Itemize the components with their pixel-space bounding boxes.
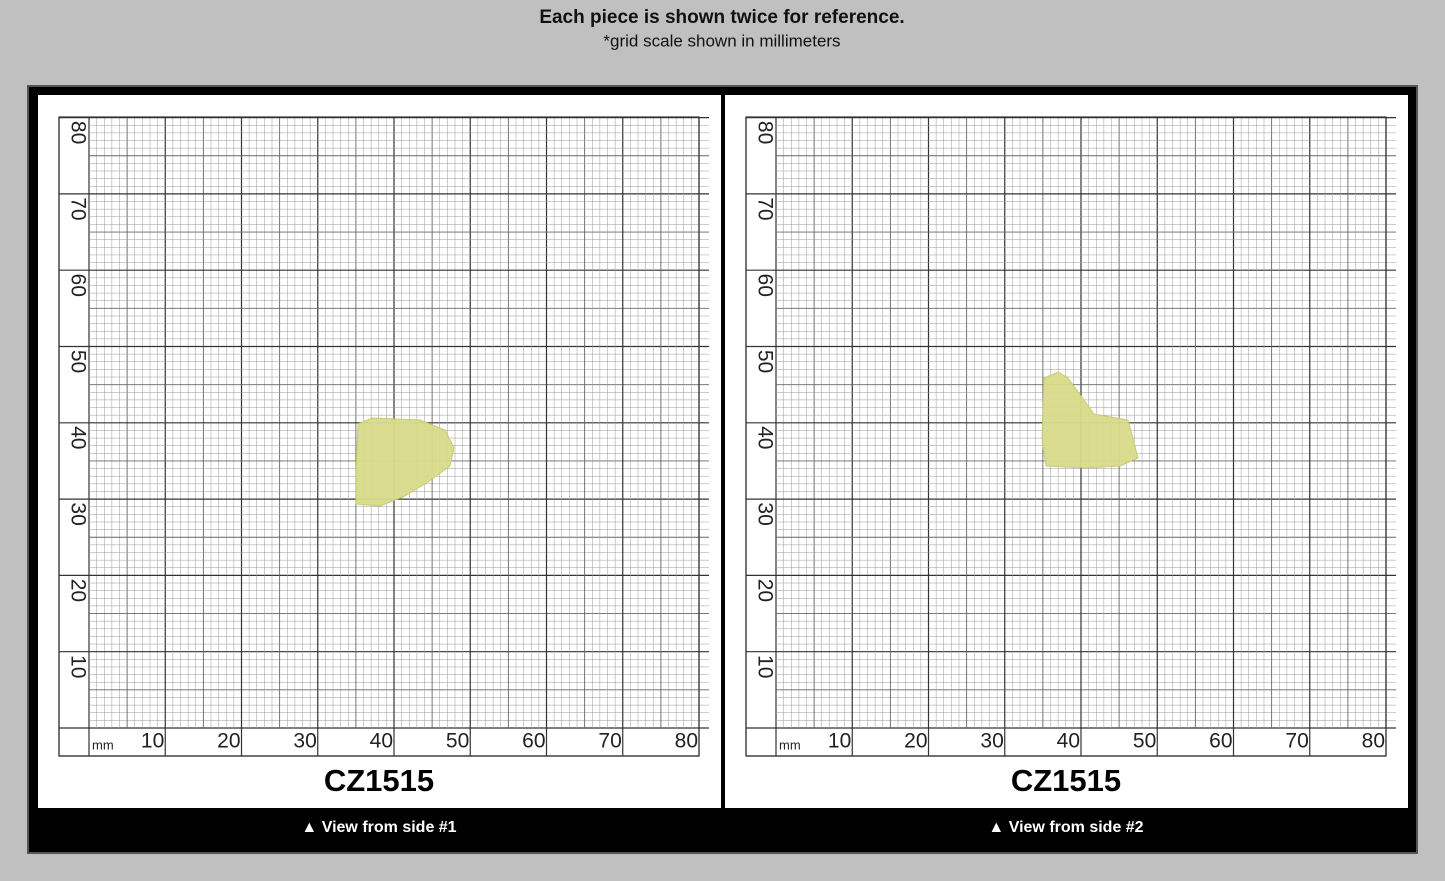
x-scale-label: 30 xyxy=(293,730,316,753)
y-scale-label: 70 xyxy=(753,197,776,220)
header-subtitle: *grid scale shown in millimeters xyxy=(603,31,840,50)
piece-label: CZ1515 xyxy=(1011,763,1121,798)
x-scale-label: 50 xyxy=(1133,730,1156,753)
grid-paper xyxy=(58,116,709,757)
y-scale-label: 10 xyxy=(753,655,776,678)
x-scale-label: 60 xyxy=(1209,730,1232,753)
x-scale-label: 20 xyxy=(217,730,240,753)
view-caption: ▲ View from side #1 xyxy=(301,819,456,836)
header-title: Each piece is shown twice for reference. xyxy=(539,7,904,28)
y-scale-label: 50 xyxy=(66,350,89,373)
x-scale-unit: mm xyxy=(92,737,114,752)
y-scale-label: 20 xyxy=(66,579,89,602)
panel: 80 70 60 50 40 30 20 10 mm 10 20 30 40 50 60 70 80 CZ1515… xyxy=(725,95,1408,836)
x-scale-label: 80 xyxy=(675,730,698,753)
y-scale-label: 70 xyxy=(66,197,89,220)
x-scale-label: 60 xyxy=(522,730,545,753)
x-scale-label: 40 xyxy=(1057,730,1080,753)
x-scale-label: 50 xyxy=(446,730,469,753)
x-scale-label: 10 xyxy=(828,730,851,753)
x-scale-label: 70 xyxy=(598,730,621,753)
x-scale-unit: mm xyxy=(779,737,801,752)
panel: 80 70 60 50 40 30 20 10 mm 10 20 30 40 50 60 70 80 CZ1515… xyxy=(38,95,721,836)
y-scale-label: 80 xyxy=(753,121,776,144)
y-scale-label: 80 xyxy=(66,121,89,144)
x-scale-label: 20 xyxy=(904,730,927,753)
y-scale-label: 40 xyxy=(66,426,89,449)
piece-label: CZ1515 xyxy=(324,763,434,798)
crystal xyxy=(1041,371,1139,469)
view-caption: ▲ View from side #2 xyxy=(988,819,1143,836)
y-scale-label: 10 xyxy=(66,655,89,678)
x-scale-label: 10 xyxy=(141,730,164,753)
y-scale-label: 20 xyxy=(753,579,776,602)
y-scale-label: 30 xyxy=(66,502,89,525)
x-scale-label: 70 xyxy=(1285,730,1308,753)
y-scale-label: 30 xyxy=(753,502,776,525)
x-scale-label: 40 xyxy=(370,730,393,753)
y-scale-label: 60 xyxy=(753,274,776,297)
y-scale-label: 40 xyxy=(753,426,776,449)
crystal xyxy=(355,417,455,507)
x-scale-label: 30 xyxy=(980,730,1003,753)
x-scale-label: 80 xyxy=(1362,730,1385,753)
y-scale-label: 50 xyxy=(753,350,776,373)
y-scale-label: 60 xyxy=(66,274,89,297)
